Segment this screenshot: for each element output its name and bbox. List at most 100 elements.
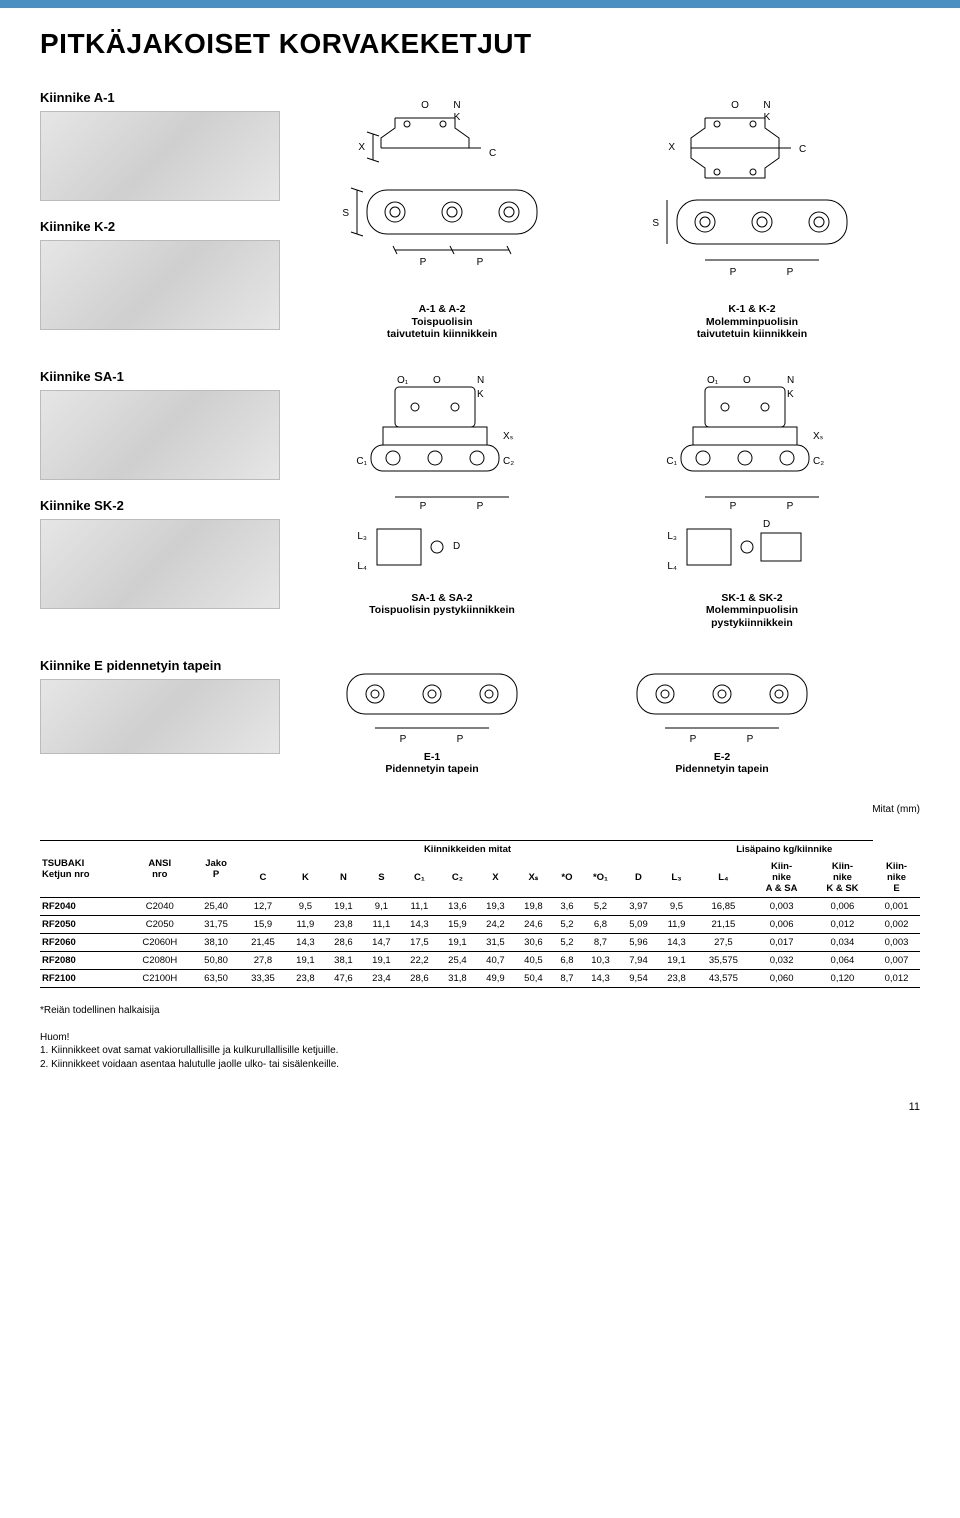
cap-sa12-l1: SA-1 & SA-2 — [411, 592, 472, 604]
svg-text:P: P — [477, 501, 484, 512]
svg-text:N: N — [453, 100, 460, 111]
cell-kE: 0,003 — [873, 933, 920, 951]
cap-e2-l1: E-2 — [714, 751, 730, 763]
row-attach-sa-sk: Kiinnike SA-1 Kiinnike SK-2 O₁ O — [40, 369, 920, 630]
th-kE: Kiin- nike E — [873, 858, 920, 898]
table-row: RF2100C2100H63,5033,3523,847,623,428,631… — [40, 969, 920, 987]
cell-N: 23,8 — [324, 915, 362, 933]
page-number: 11 — [40, 1101, 920, 1113]
cell-kA: 0,006 — [751, 915, 812, 933]
cell-kK: 0,064 — [812, 951, 873, 969]
cell-O1: 6,8 — [581, 915, 619, 933]
cell-C1: 11,1 — [400, 897, 438, 915]
svg-text:O: O — [433, 375, 441, 386]
cell-C: 15,9 — [240, 915, 287, 933]
cell-kE: 0,001 — [873, 897, 920, 915]
th-O: *O — [552, 858, 581, 898]
cell-kE: 0,012 — [873, 969, 920, 987]
svg-text:K: K — [764, 112, 771, 123]
svg-text:Xₛ: Xₛ — [813, 431, 824, 442]
cell-O1: 14,3 — [581, 969, 619, 987]
cell-L3: 19,1 — [657, 951, 695, 969]
diagram-sa12: O₁ O N K C₁ Xₛ C₂ P P — [307, 369, 577, 630]
cell-C2: 25,4 — [438, 951, 476, 969]
cell-P: 63,50 — [193, 969, 240, 987]
svg-text:L₄: L₄ — [357, 561, 367, 572]
cell-O: 5,2 — [552, 915, 581, 933]
cell-C1: 22,2 — [400, 951, 438, 969]
cell-a: C2100H — [127, 969, 193, 987]
cap-e1-l1: E-1 — [424, 751, 440, 763]
cell-X: 31,5 — [476, 933, 514, 951]
diagram-k12: O N K X C S P P — [617, 90, 887, 341]
svg-text:O₁: O₁ — [707, 375, 719, 386]
svg-text:O₁: O₁ — [397, 375, 409, 386]
cell-kA: 0,060 — [751, 969, 812, 987]
svg-text:X: X — [358, 142, 365, 153]
diagram-e1: P P E-1 Pidennetyin tapein — [307, 658, 557, 776]
footnote-1: 1. Kiinnikkeet ovat samat vakiorullallis… — [40, 1044, 920, 1058]
cell-t: RF2040 — [40, 897, 127, 915]
svg-text:C₂: C₂ — [813, 456, 824, 467]
svg-text:K: K — [787, 389, 794, 400]
cell-K: 11,9 — [286, 915, 324, 933]
svg-text:P: P — [730, 267, 737, 278]
cell-K: 23,8 — [286, 969, 324, 987]
units-note: Mitat (mm) — [40, 804, 920, 815]
cell-O: 3,6 — [552, 897, 581, 915]
cap-sa12-l2: Toispuolisin pystykiinnikkein — [369, 604, 515, 616]
cell-Xs: 40,5 — [514, 951, 552, 969]
cap-sk12-l1: SK-1 & SK-2 — [721, 592, 782, 604]
dimensions-table: TSUBAKI Ketjun nro ANSI nro Jako P Kiinn… — [40, 840, 920, 988]
svg-text:L₃: L₃ — [667, 531, 677, 542]
diagram-e2: P P E-2 Pidennetyin tapein — [597, 658, 847, 776]
page-title: PITKÄJAKOISET KORVAKEKETJUT — [40, 28, 920, 60]
cell-N: 38,1 — [324, 951, 362, 969]
cell-a: C2050 — [127, 915, 193, 933]
footnotes: *Reiän todellinen halkaisija Huom! 1. Ki… — [40, 1004, 920, 1072]
cell-D: 9,54 — [619, 969, 657, 987]
cell-kK: 0,012 — [812, 915, 873, 933]
svg-text:P: P — [730, 501, 737, 512]
th-L4: L₄ — [695, 858, 751, 898]
cell-C1: 17,5 — [400, 933, 438, 951]
table-row: RF2080C2080H50,8027,819,138,119,122,225,… — [40, 951, 920, 969]
label-k2: Kiinnike K-2 — [40, 219, 295, 234]
cell-C2: 13,6 — [438, 897, 476, 915]
svg-text:N: N — [477, 375, 484, 386]
cell-Xs: 19,8 — [514, 897, 552, 915]
svg-text:P: P — [787, 267, 794, 278]
cell-a: C2080H — [127, 951, 193, 969]
cap-k12-l1: K-1 & K-2 — [728, 303, 775, 315]
cell-D: 7,94 — [619, 951, 657, 969]
svg-text:D: D — [453, 541, 460, 552]
page: PITKÄJAKOISET KORVAKEKETJUT Kiinnike A-1… — [0, 8, 960, 1133]
svg-text:P: P — [457, 734, 464, 745]
photo-k2 — [40, 240, 280, 330]
cell-Xs: 24,6 — [514, 915, 552, 933]
footnote-huom: Huom! — [40, 1031, 920, 1045]
footnote-star: *Reiän todellinen halkaisija — [40, 1004, 920, 1018]
cell-P: 38,10 — [193, 933, 240, 951]
cell-P: 25,40 — [193, 897, 240, 915]
svg-text:L₄: L₄ — [667, 561, 677, 572]
cell-O1: 8,7 — [581, 933, 619, 951]
cell-kE: 0,007 — [873, 951, 920, 969]
cell-kK: 0,006 — [812, 897, 873, 915]
th-O1: *O₁ — [581, 858, 619, 898]
cell-kE: 0,002 — [873, 915, 920, 933]
svg-text:S: S — [342, 208, 349, 219]
th-paino: Lisäpaino kg/kiinnike — [695, 840, 873, 858]
cell-t: RF2080 — [40, 951, 127, 969]
cell-L3: 11,9 — [657, 915, 695, 933]
svg-text:S: S — [652, 218, 659, 229]
cell-D: 5,09 — [619, 915, 657, 933]
cell-P: 31,75 — [193, 915, 240, 933]
cell-K: 9,5 — [286, 897, 324, 915]
row-attach-a-k: Kiinnike A-1 Kiinnike K-2 O N — [40, 90, 920, 341]
svg-text:O: O — [731, 100, 739, 111]
cell-L3: 23,8 — [657, 969, 695, 987]
cell-kK: 0,034 — [812, 933, 873, 951]
top-stripe — [0, 0, 960, 8]
svg-text:Xₛ: Xₛ — [503, 431, 514, 442]
